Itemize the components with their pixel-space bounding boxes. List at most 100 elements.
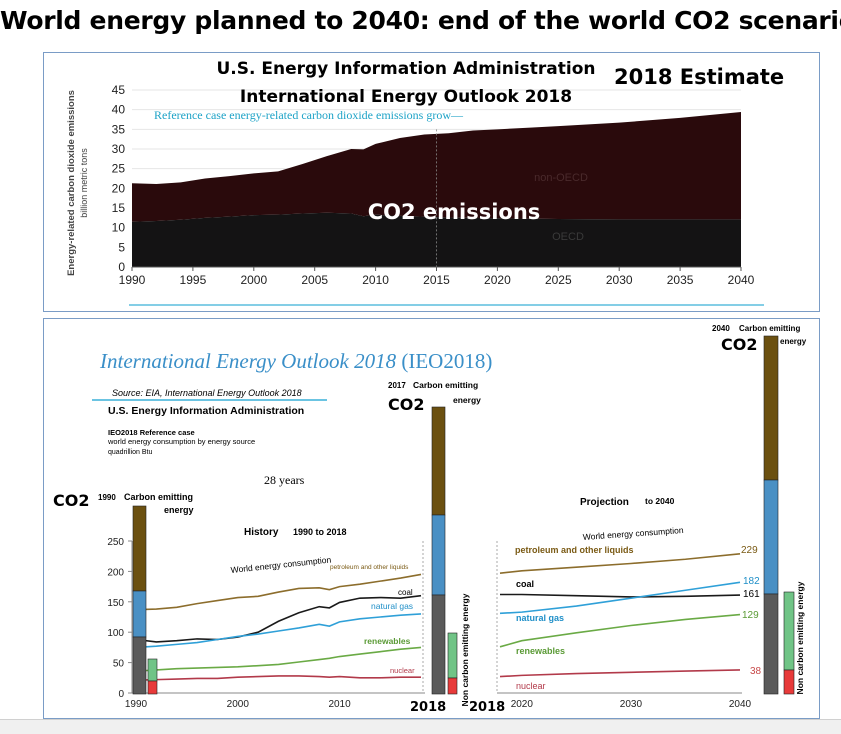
bar-1990-carbon-segment xyxy=(132,505,147,592)
hist-label-petroleum: petroleum and other liquids xyxy=(330,564,409,571)
y-tick-label: 250 xyxy=(107,537,124,548)
bar-2040-non-carbon-segment xyxy=(783,669,795,695)
energy-consumption-panel xyxy=(43,318,820,719)
bar-2040-carbon-segment xyxy=(763,335,779,481)
end-value-nuclear: 38 xyxy=(750,666,762,677)
chart-subtitle: Reference case energy-related carbon dio… xyxy=(154,108,464,122)
proj-label-natural-gas: natural gas xyxy=(516,613,564,623)
bar-1990-non-carbon-segment xyxy=(147,658,158,682)
history-label: History xyxy=(244,527,279,538)
y-tick-label: 50 xyxy=(113,659,125,670)
y-tick-label: 5 xyxy=(118,240,125,254)
carbon-emitting-2017: Carbon emitting xyxy=(413,380,478,390)
projection-label: Projection xyxy=(580,497,629,508)
bar-1990-carbon-segment xyxy=(132,590,147,638)
oecd-label: OECD xyxy=(552,231,584,243)
x-tick-label: 2025 xyxy=(545,273,572,287)
non-carbon-label-2017: Non carbon emitting energy xyxy=(460,593,470,706)
y-tick-label: 200 xyxy=(107,567,124,578)
window-footer xyxy=(0,719,841,734)
year-2018-projection-start: 2018 xyxy=(469,700,505,715)
source-line-1: U.S. Energy Information Administration xyxy=(216,59,595,79)
wec-label-projection: World energy consumption xyxy=(582,525,684,542)
proj-label-renewables: renewables xyxy=(516,646,565,656)
history-line-nuclear xyxy=(135,675,421,682)
proj-label-coal: coal xyxy=(516,579,534,589)
co2-label-1990: CO2 xyxy=(53,491,89,510)
y-tick-label: 10 xyxy=(112,221,126,235)
x-tick-label: 2035 xyxy=(667,273,694,287)
estimate-label: 2018 Estimate xyxy=(614,65,784,89)
y-axis-label: Energy-related carbon dioxide emissions xyxy=(66,90,77,276)
y-tick-label: 35 xyxy=(112,122,126,136)
history-line-petroleum xyxy=(135,573,422,611)
y-tick-label: 0 xyxy=(118,260,125,274)
bar-2017-year: 2017 xyxy=(388,381,406,390)
history-range: 1990 to 2018 xyxy=(293,527,347,537)
co2-label-2017: CO2 xyxy=(388,395,424,414)
bar-1990-carbon-segment xyxy=(132,636,147,695)
proj-label-petroleum: petroleum and other liquids xyxy=(515,545,634,555)
x-tick-label: 2010 xyxy=(362,273,389,287)
y-tick-label: 150 xyxy=(107,598,124,609)
x-tick-label: 2020 xyxy=(511,699,534,710)
projection-line-coal xyxy=(500,593,741,598)
bar-2017-non-carbon-segment xyxy=(447,632,458,679)
carbon-emitting-2040: Carbon emitting xyxy=(739,324,800,333)
bar-2040-non-carbon-segment xyxy=(783,591,795,671)
projection-line-natural-gas xyxy=(499,581,741,615)
history-line-natural-gas xyxy=(135,613,422,649)
bar-2017-non-carbon-segment xyxy=(447,677,458,695)
y-tick-label: 20 xyxy=(112,181,126,195)
end-value-petroleum: 229 xyxy=(741,545,758,556)
area-series-oecd xyxy=(132,212,741,267)
carbon-emitting-1990: Carbon emitting xyxy=(124,492,193,502)
year-2018-history-end: 2018 xyxy=(410,700,446,715)
projection-line-nuclear xyxy=(499,669,741,678)
ref-case-3: quadrillion Btu xyxy=(108,449,152,456)
years-note: 28 years xyxy=(264,473,305,487)
y-tick-label: 45 xyxy=(112,83,126,97)
y-tick-label: 30 xyxy=(112,142,126,156)
bar-2040-carbon-segment xyxy=(763,479,779,595)
bar-2017-carbon-segment xyxy=(431,406,446,516)
history-line-coal xyxy=(135,594,422,643)
co2-emissions-label: CO2 emissions xyxy=(368,200,541,224)
x-tick-label: 2005 xyxy=(301,273,328,287)
ref-case-2: world energy consumption by energy sourc… xyxy=(107,437,255,446)
bar-1990-non-carbon-segment xyxy=(147,680,158,695)
co2-label-2040: CO2 xyxy=(721,335,757,354)
x-tick-label: 1995 xyxy=(180,273,207,287)
ref-case-1: IEO2018 Reference case xyxy=(108,428,195,437)
x-tick-label: 2015 xyxy=(423,273,450,287)
source-line-2: International Energy Outlook 2018 xyxy=(240,87,572,107)
wec-label-history: World energy consumption xyxy=(230,554,332,575)
x-tick-label: 2040 xyxy=(729,699,752,710)
history-line-renewables xyxy=(135,646,422,672)
bar-2017-carbon-segment xyxy=(431,594,446,695)
end-value-renewables: 129 xyxy=(742,610,759,621)
co2-emissions-panel: 0 5 10 15 20 25 30 35 40 45 1990 1995 2000 2005 2010 20… xyxy=(43,52,820,312)
x-tick-label: 2000 xyxy=(240,273,267,287)
proj-label-nuclear: nuclear xyxy=(516,681,546,691)
source-note: Source: EIA, International Energy Outloo… xyxy=(112,388,302,398)
bar-2040-carbon-segment xyxy=(763,593,779,695)
bar-2017-carbon-segment xyxy=(431,514,446,596)
x-tick-label: 1990 xyxy=(125,699,148,710)
y-tick-label: 25 xyxy=(112,162,126,176)
energy-2040: energy xyxy=(780,337,807,346)
projection-line-petroleum xyxy=(499,552,741,575)
y-tick-label: 15 xyxy=(112,201,126,215)
non-carbon-label-2040: Non carbon emitting energy xyxy=(795,581,805,694)
hist-label-nuclear: nuclear xyxy=(390,666,415,675)
bar-1990-year: 1990 xyxy=(98,493,116,502)
bar-2040-year: 2040 xyxy=(712,324,730,333)
y-axis-unit: billion metric tons xyxy=(79,148,89,218)
hist-label-coal: coal xyxy=(398,588,413,597)
eia-label: U.S. Energy Information Administration xyxy=(108,405,304,417)
y-tick-label: 0 xyxy=(118,689,124,700)
ieo-title: International Energy Outlook 2018 (IEO20… xyxy=(99,349,492,373)
x-tick-label: 2040 xyxy=(728,273,755,287)
